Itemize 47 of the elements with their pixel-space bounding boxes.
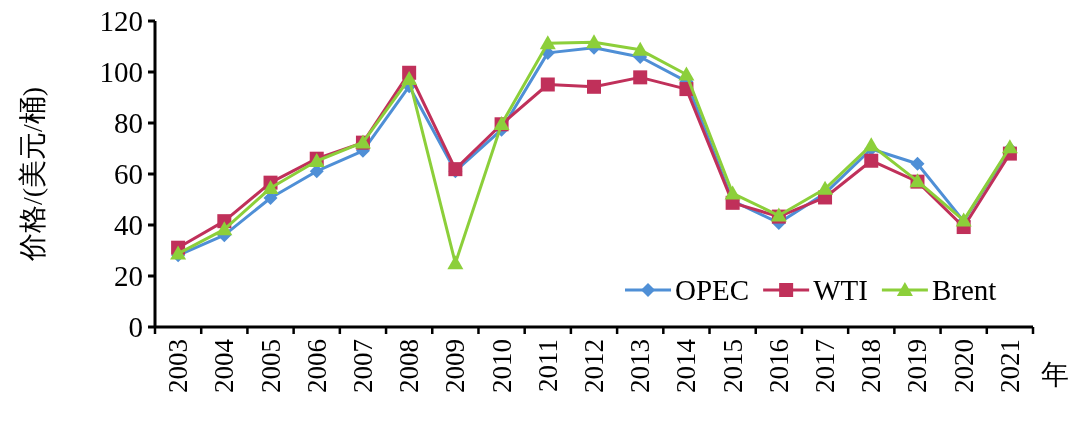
point (910, 156, 925, 171)
legend-label: WTI (813, 274, 868, 306)
point (262, 180, 279, 195)
x-tick-label: 2014 (671, 338, 702, 393)
point (586, 34, 602, 49)
legend-label: Brent (931, 274, 997, 306)
point (817, 180, 834, 195)
x-axis-title: 年 (1041, 359, 1069, 390)
point (724, 185, 741, 200)
point (401, 70, 418, 85)
x-tick-label: 2019 (902, 339, 933, 393)
x-tick-label: 2015 (717, 339, 748, 393)
point (678, 66, 695, 81)
x-tick-label: 2018 (856, 339, 887, 393)
point (632, 41, 649, 56)
point (587, 79, 601, 94)
y-tick-label: 20 (114, 260, 143, 292)
x-tick-label: 2010 (486, 339, 517, 393)
y-tick-label: 40 (114, 209, 143, 241)
legend-label: OPEC (675, 274, 750, 306)
point (540, 77, 555, 92)
y-tick-label: 60 (114, 158, 143, 190)
x-tick-label: 2013 (625, 339, 656, 393)
x-tick-label: 2007 (347, 339, 378, 393)
y-tick-label: 0 (128, 311, 143, 343)
x-tick-label: 2003 (163, 339, 194, 393)
x-tick-label: 2017 (810, 339, 841, 393)
x-tick-label: 2016 (763, 339, 794, 393)
x-tick-label: 2005 (255, 339, 286, 393)
point (216, 221, 233, 236)
y-tick-label: 120 (99, 5, 143, 37)
point (539, 35, 556, 50)
y-axis-title: 价格/(美元/桶) (17, 86, 48, 263)
point (864, 153, 879, 168)
x-tick-label: 2011 (532, 339, 563, 392)
x-tick-label: 2021 (994, 339, 1025, 393)
x-tick-label: 2004 (209, 338, 240, 393)
y-tick-label: 100 (99, 56, 143, 88)
point (863, 137, 880, 152)
x-tick-label: 2006 (301, 339, 332, 393)
point (633, 70, 648, 85)
x-tick-label: 2009 (440, 339, 471, 393)
y-tick-label: 80 (114, 107, 143, 139)
point (447, 255, 464, 270)
x-tick-label: 2012 (579, 339, 609, 393)
x-tick-label: 2008 (394, 339, 425, 393)
x-tick-label: 2020 (948, 339, 979, 393)
